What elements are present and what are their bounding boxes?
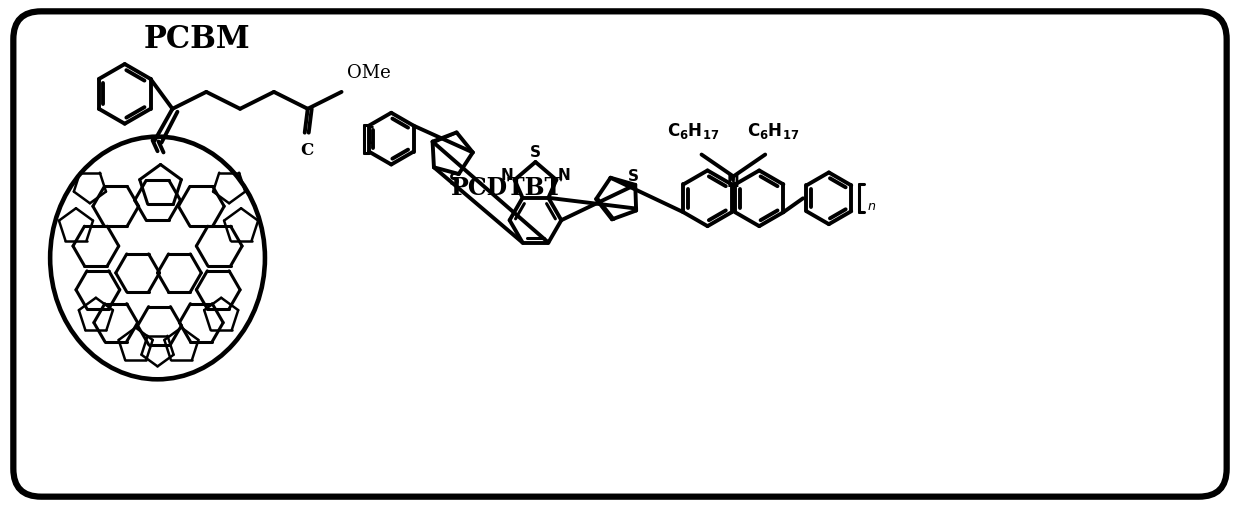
Text: N: N <box>500 169 513 183</box>
FancyBboxPatch shape <box>14 11 1226 497</box>
Text: S: S <box>449 173 459 188</box>
Text: C: C <box>300 142 314 158</box>
Text: S: S <box>627 169 639 184</box>
Text: S: S <box>529 145 541 160</box>
Text: $\mathbf{C_6H_{17}}$: $\mathbf{C_6H_{17}}$ <box>746 120 800 141</box>
Text: N: N <box>558 169 570 183</box>
Text: $\mathbf{[}$: $\mathbf{[}$ <box>365 123 374 146</box>
Text: $\mathbf{C_6H_{17}}$: $\mathbf{C_6H_{17}}$ <box>667 120 719 141</box>
Text: PCBM: PCBM <box>144 24 250 55</box>
Text: PCDTBT: PCDTBT <box>451 176 563 200</box>
Text: $_n$: $_n$ <box>867 194 875 212</box>
Text: N: N <box>727 175 740 190</box>
Text: OMe: OMe <box>346 64 391 82</box>
